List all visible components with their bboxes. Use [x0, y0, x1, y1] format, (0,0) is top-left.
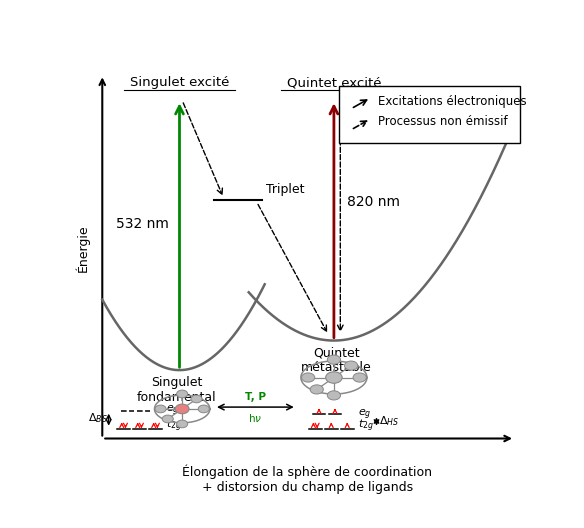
- Circle shape: [191, 395, 202, 403]
- Circle shape: [176, 420, 187, 428]
- Circle shape: [345, 361, 357, 370]
- Text: $\Delta_{BS}$: $\Delta_{BS}$: [88, 412, 108, 426]
- Text: Énergie: Énergie: [75, 224, 90, 272]
- Text: $e_g$: $e_g$: [166, 403, 180, 418]
- Circle shape: [155, 405, 166, 413]
- Circle shape: [327, 355, 340, 364]
- Circle shape: [175, 404, 189, 414]
- Circle shape: [301, 373, 315, 382]
- Circle shape: [327, 391, 340, 400]
- Text: h$\nu$: h$\nu$: [248, 412, 262, 424]
- Text: Excitations électroniques: Excitations électroniques: [378, 95, 526, 108]
- Circle shape: [353, 373, 366, 382]
- Text: Singulet excité: Singulet excité: [130, 76, 229, 89]
- Text: 820 nm: 820 nm: [347, 195, 401, 209]
- Text: 532 nm: 532 nm: [116, 217, 169, 231]
- Circle shape: [176, 390, 187, 398]
- Text: Élongation de la sphère de coordination
+ distorsion du champ de ligands: Élongation de la sphère de coordination …: [182, 465, 432, 494]
- Text: $e_g$: $e_g$: [358, 407, 371, 422]
- Text: $\Delta_{HS}$: $\Delta_{HS}$: [378, 414, 399, 428]
- Text: Quintet
métastable: Quintet métastable: [301, 346, 372, 374]
- Circle shape: [162, 415, 173, 423]
- Text: $t_{2g}$: $t_{2g}$: [166, 418, 182, 434]
- Text: T, P: T, P: [245, 392, 266, 402]
- Circle shape: [310, 385, 324, 394]
- Text: Triplet: Triplet: [266, 183, 304, 196]
- Text: Processus non émissif: Processus non émissif: [378, 115, 507, 128]
- Circle shape: [198, 405, 209, 413]
- Circle shape: [326, 372, 342, 383]
- Text: Quintet excité: Quintet excité: [287, 76, 381, 89]
- FancyBboxPatch shape: [339, 86, 520, 143]
- Text: Singulet
fondamental: Singulet fondamental: [137, 376, 217, 404]
- Text: $t_{2g}$: $t_{2g}$: [358, 418, 374, 434]
